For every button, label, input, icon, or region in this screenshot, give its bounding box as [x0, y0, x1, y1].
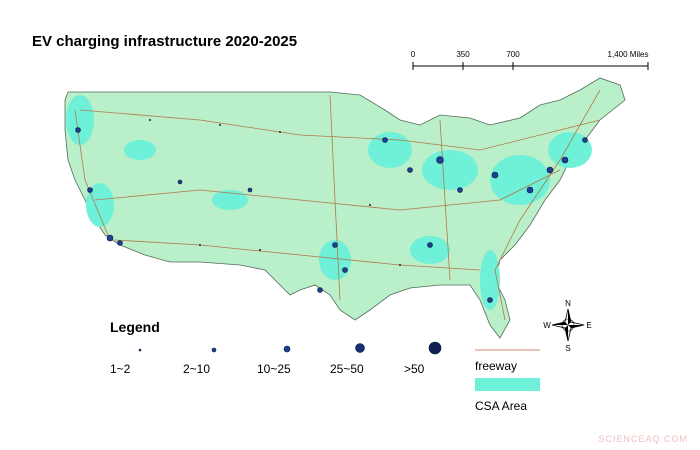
- station: [427, 242, 433, 248]
- scale-bar: [412, 62, 649, 70]
- station: [247, 187, 253, 193]
- freeway-line: [79, 109, 601, 151]
- station: [219, 124, 221, 126]
- station: [332, 242, 338, 248]
- station: [407, 167, 413, 173]
- station: [382, 137, 388, 143]
- legend-symbol: [138, 348, 142, 352]
- scale-label: 0: [411, 50, 416, 59]
- watermark: SCIENCEAQ.COM: [598, 434, 688, 444]
- csa-area: [124, 140, 156, 160]
- scale-label: 1,400 Miles: [608, 50, 649, 59]
- station: [87, 187, 93, 193]
- legend-label: CSA Area: [475, 399, 527, 413]
- freeway-line: [94, 169, 561, 211]
- freeway-line: [74, 109, 111, 241]
- csa-area: [548, 132, 592, 168]
- compass-star: [552, 322, 568, 325]
- freeways: [74, 89, 601, 321]
- station: [117, 240, 123, 246]
- station: [149, 119, 151, 121]
- csa-area: [368, 132, 412, 168]
- legend-label: 1~2: [110, 362, 131, 376]
- stations: [75, 127, 588, 303]
- station: [75, 127, 81, 133]
- csa-area: [86, 183, 114, 227]
- small-stations: [149, 119, 401, 266]
- legend-label: 25~50: [330, 362, 364, 376]
- csa-area: [410, 236, 450, 264]
- station: [106, 234, 114, 242]
- compass-ring: [561, 318, 575, 332]
- station: [317, 287, 323, 293]
- compass-label: N: [565, 299, 571, 308]
- csa-area: [212, 190, 248, 210]
- freeway-line: [494, 89, 601, 321]
- legend-symbols: [138, 341, 442, 355]
- legend-label: 10~25: [257, 362, 291, 376]
- freeway-line: [329, 94, 341, 301]
- compass-label: W: [543, 321, 551, 330]
- station: [546, 166, 554, 174]
- title: EV charging infrastructure 2020-2025: [32, 33, 297, 50]
- legend-symbol: [428, 341, 442, 355]
- station: [399, 264, 401, 266]
- csa-area: [66, 95, 94, 145]
- compass-star: [568, 325, 584, 328]
- freeway-line: [114, 239, 481, 271]
- station: [457, 187, 463, 193]
- compass-rose: [551, 308, 585, 342]
- station: [369, 204, 371, 206]
- station: [342, 267, 348, 273]
- legend-symbol: [283, 345, 291, 353]
- compass-star: [565, 325, 568, 341]
- station: [436, 156, 444, 164]
- legend-label: 2~10: [183, 362, 210, 376]
- station: [561, 156, 569, 164]
- station: [487, 297, 493, 303]
- station: [259, 249, 261, 251]
- station: [526, 186, 534, 194]
- csa-area: [422, 150, 478, 190]
- csa-area: [490, 155, 550, 205]
- legend-csa-symbol: [475, 378, 540, 391]
- legend-title: Legend: [110, 319, 160, 335]
- legend-symbol: [211, 347, 217, 353]
- station: [177, 179, 183, 185]
- legend-label: >50: [404, 362, 425, 376]
- scale-label: 350: [456, 50, 470, 59]
- csa-area: [480, 250, 500, 310]
- station: [582, 137, 588, 143]
- freeway-line: [439, 119, 451, 281]
- legend-label: freeway: [475, 359, 517, 373]
- station: [279, 131, 281, 133]
- compass-label: E: [586, 321, 591, 330]
- compass-star: [568, 309, 571, 325]
- station: [199, 244, 201, 246]
- scale-label: 700: [506, 50, 520, 59]
- csa-areas: [66, 95, 592, 310]
- station: [491, 171, 499, 179]
- compass-label: S: [565, 344, 570, 353]
- legend-symbol: [355, 343, 365, 353]
